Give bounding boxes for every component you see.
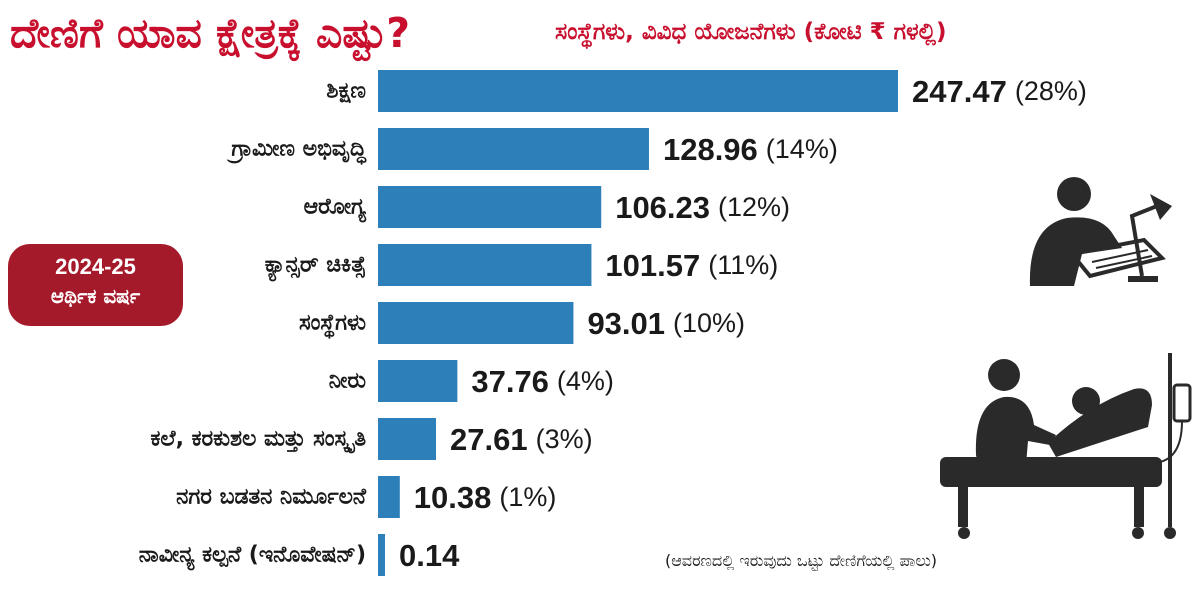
- chart-header: ದೇಣಿಗೆ ಯಾವ ಕ್ಷೇತ್ರಕ್ಕೆ ಎಷ್ಟು? ಸಂಸ್ಥೆಗಳು,…: [10, 2, 1195, 64]
- category-label: ನಗರ ಬಡತನ ನಿರ್ಮೂಲನೆ: [176, 485, 367, 510]
- bar: [378, 534, 385, 576]
- value-label: 101.57: [605, 248, 700, 283]
- data-label: 0.14: [399, 538, 460, 573]
- bar: [378, 360, 458, 402]
- data-label: 10.38 (1%): [414, 480, 557, 515]
- category-label: ನಾವೀನ್ಯ ಕಲ್ಪನೆ (ಇನೊವೇಷನ್): [139, 543, 366, 572]
- value-label: 128.96: [663, 132, 758, 167]
- category-label: ಆರೋಗ್ಯ: [304, 195, 367, 224]
- bar-chart: ಶಿಕ್ಷಣ 247.47 (28%) ಗ್ರಾಮೀಣ ಅಭಿವೃದ್ಧಿ 128.96…: [139, 70, 1087, 576]
- category-label: ಕ್ಯಾನ್ಸರ್ ಚಿಕಿತ್ಸೆ: [265, 253, 366, 283]
- chart-footnote: (ಆವರಣದಲ್ಲಿ ಇರುವುದು ಒಟ್ಟು ದೇಣಿಗೆಯಲ್ಲಿ ಪಾಲ…: [665, 551, 938, 570]
- value-label: 37.76: [471, 364, 549, 399]
- chart-subtitle: ಸಂಸ್ಥೆಗಳು, ವಿವಿಧ ಯೋಜನೆಗಳು (ಕೋಟಿ ₹ ಗಳಲ್ಲಿ…: [555, 19, 947, 45]
- bar: [378, 128, 649, 170]
- data-label: 101.57 (11%): [605, 248, 778, 283]
- data-label: 106.23 (12%): [615, 190, 790, 225]
- value-label: 106.23: [615, 190, 710, 225]
- value-label: 10.38: [414, 480, 492, 515]
- percent-label: (10%): [673, 308, 745, 338]
- bar: [378, 302, 574, 344]
- value-label: 0.14: [399, 538, 460, 573]
- chart-title: ದೇಣಿಗೆ ಯಾವ ಕ್ಷೇತ್ರಕ್ಕೆ ಎಷ್ಟು?: [10, 9, 410, 57]
- category-label: ನೀರು: [329, 369, 366, 394]
- badge-label: ಆರ್ಥಿಕ ವರ್ಷ: [50, 284, 141, 308]
- category-label: ಸಂಸ್ಥೆಗಳು: [299, 311, 366, 341]
- value-label: 27.61: [450, 422, 528, 457]
- category-label: ಗ್ರಾಮೀಣ ಅಭಿವೃದ್ಧಿ: [226, 137, 368, 167]
- percent-label: (1%): [499, 482, 556, 512]
- bar: [378, 476, 400, 518]
- percent-label: (11%): [708, 250, 778, 280]
- percent-label: (4%): [557, 366, 614, 396]
- bar: [378, 244, 592, 286]
- value-label: 247.47: [912, 74, 1007, 109]
- percent-label: (14%): [766, 134, 838, 164]
- data-label: 247.47 (28%): [912, 74, 1087, 109]
- badge-year: 2024-25: [55, 254, 136, 279]
- bar: [378, 418, 437, 460]
- data-label: 27.61 (3%): [450, 422, 593, 457]
- fiscal-year-badge: 2024-25 ಆರ್ಥಿಕ ವರ್ಷ: [8, 244, 183, 326]
- bar: [378, 186, 602, 228]
- category-label: ಶಿಕ್ಷಣ: [326, 79, 366, 105]
- data-label: 37.76 (4%): [471, 364, 614, 399]
- data-label: 93.01 (10%): [587, 306, 745, 341]
- data-label: 128.96 (14%): [663, 132, 838, 167]
- bar: [378, 70, 898, 112]
- doctor-treating-patient-icon: [940, 353, 1192, 539]
- person-at-desk-with-lamp-icon: [1029, 177, 1172, 286]
- category-label: ಕಲೆ, ಕರಕುಶಲ ಮತ್ತು ಸಂಸ್ಕೃತಿ: [151, 427, 367, 455]
- percent-label: (3%): [536, 424, 593, 454]
- percent-label: (12%): [718, 192, 790, 222]
- value-label: 93.01: [587, 306, 665, 341]
- percent-label: (28%): [1015, 76, 1087, 106]
